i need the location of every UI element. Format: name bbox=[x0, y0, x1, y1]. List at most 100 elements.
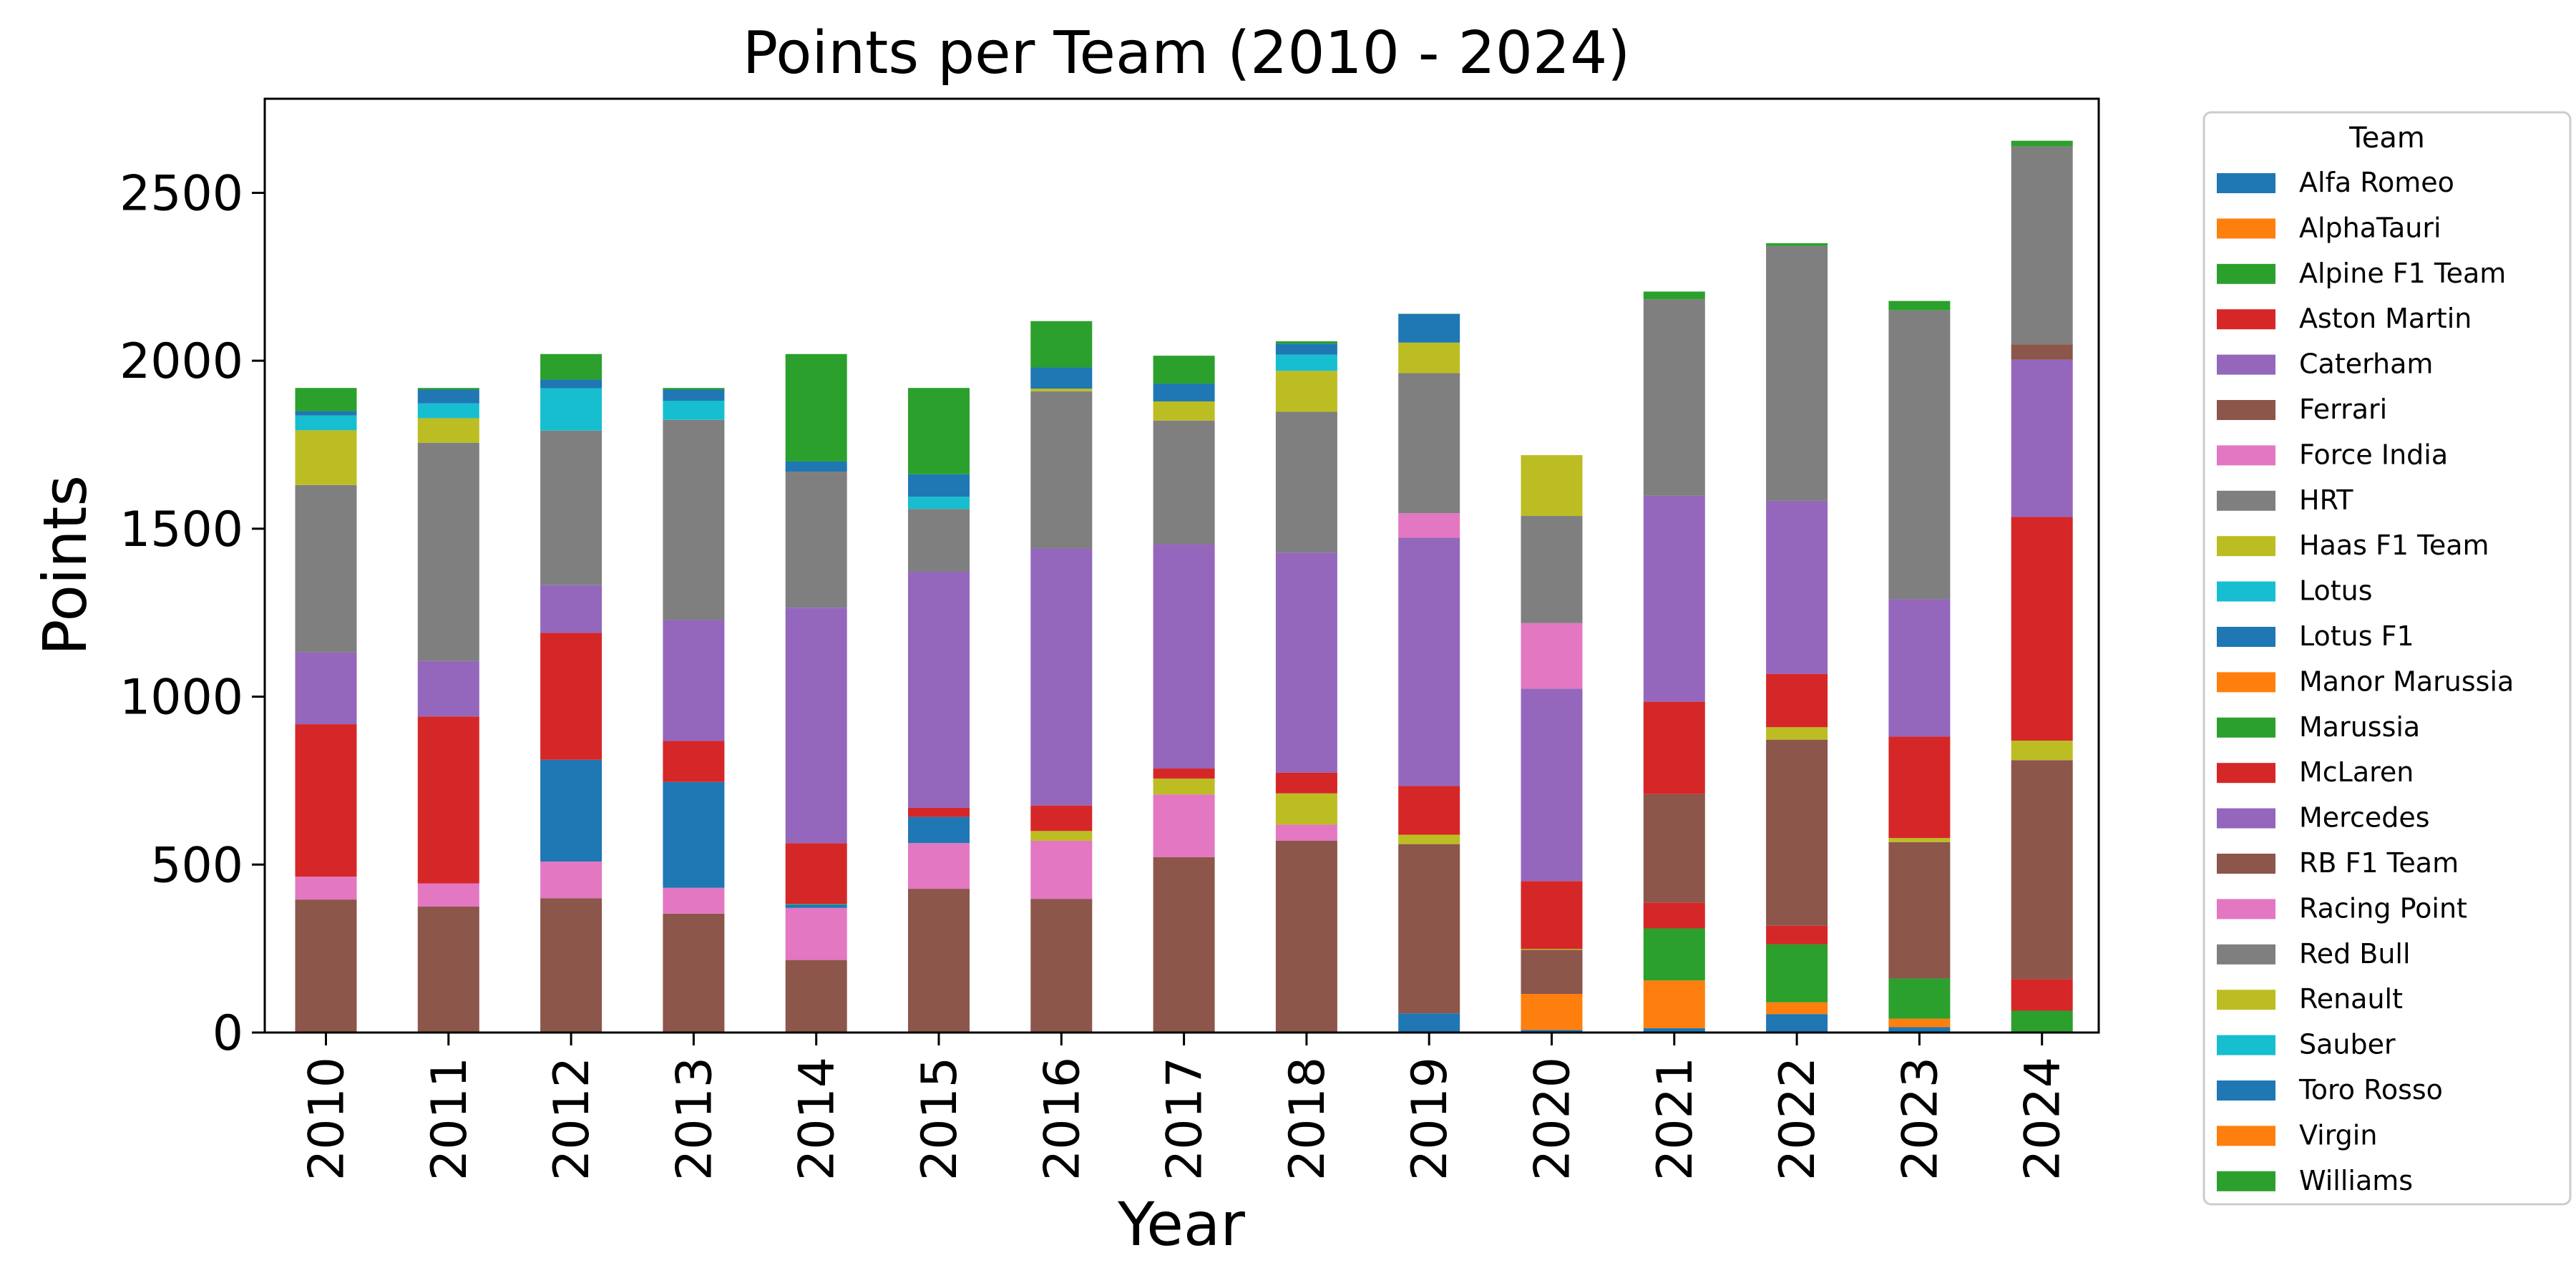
bar-mclaren-2012 bbox=[540, 633, 602, 760]
bar-force-india-2018 bbox=[1275, 824, 1337, 841]
bar-mercedes-2016 bbox=[1030, 548, 1093, 806]
bar-ferrari-2019 bbox=[1398, 844, 1460, 1014]
legend-swatch bbox=[2217, 1035, 2275, 1055]
x-tick-label: 2014 bbox=[789, 1057, 846, 1181]
legend-swatch bbox=[2217, 899, 2275, 919]
legend-swatch bbox=[2217, 309, 2275, 330]
y-tick-label: 1000 bbox=[119, 670, 243, 726]
bar-red-bull-2019 bbox=[1398, 373, 1460, 514]
bar-alphatauri-2022 bbox=[1766, 1002, 1828, 1015]
legend-label: HRT bbox=[2299, 484, 2353, 516]
bar-mclaren-2018 bbox=[1275, 772, 1337, 794]
legend-label: Alpine F1 Team bbox=[2299, 258, 2506, 289]
legend-label: AlphaTauri bbox=[2299, 212, 2441, 243]
legend-swatch bbox=[2217, 672, 2275, 693]
bar-force-india-2015 bbox=[908, 843, 970, 889]
legend-label: Lotus F1 bbox=[2299, 620, 2414, 652]
legend-swatch bbox=[2217, 1080, 2275, 1101]
legend-swatch bbox=[2217, 627, 2275, 647]
legend-label: Virgin bbox=[2299, 1119, 2377, 1151]
bar-alfa-romeo-2021 bbox=[1643, 1028, 1705, 1033]
bar-alphatauri-2023 bbox=[1888, 1018, 1951, 1028]
bar-ferrari-2013 bbox=[663, 913, 725, 1033]
bar-williams-2023 bbox=[1888, 301, 1951, 311]
y-axis-label: Points bbox=[30, 475, 100, 655]
bar-williams-2022 bbox=[1766, 243, 1828, 246]
bar-aston-martin-2021 bbox=[1643, 902, 1705, 929]
bar-mercedes-2019 bbox=[1398, 537, 1460, 786]
bar-red-bull-2024 bbox=[2011, 146, 2073, 345]
x-tick-label: 2021 bbox=[1647, 1057, 1704, 1181]
bar-mclaren-2010 bbox=[295, 724, 357, 877]
x-tick-label: 2020 bbox=[1525, 1057, 1581, 1181]
plot-frame bbox=[263, 97, 2100, 1034]
legend-label: Red Bull bbox=[2299, 938, 2411, 970]
bar-toro-rosso-2011 bbox=[417, 389, 479, 404]
bar-haas-f1-team-2017 bbox=[1153, 779, 1215, 795]
legend-swatch bbox=[2217, 263, 2275, 284]
legend-label: Renault bbox=[2299, 983, 2403, 1015]
bar-mercedes-2018 bbox=[1275, 552, 1337, 773]
bar-sauber-2012 bbox=[540, 388, 602, 431]
bar-haas-f1-team-2023 bbox=[1888, 838, 1951, 842]
bar-sauber-2010 bbox=[295, 415, 357, 431]
x-tick-label: 2016 bbox=[1034, 1057, 1091, 1181]
bar-ferrari-2012 bbox=[540, 898, 602, 1033]
bar-sauber-2018 bbox=[1275, 354, 1337, 371]
legend-label: Ferrari bbox=[2299, 394, 2387, 425]
legend-label: Sauber bbox=[2299, 1029, 2396, 1060]
bar-alpine-f1-team-2021 bbox=[1643, 928, 1705, 981]
bar-mercedes-2013 bbox=[663, 620, 725, 741]
bar-toro-rosso-2010 bbox=[295, 411, 357, 416]
bar-mclaren-2017 bbox=[1153, 769, 1215, 779]
bar-alfa-romeo-2020 bbox=[1521, 1030, 1583, 1033]
bar-toro-rosso-2012 bbox=[540, 379, 602, 389]
bar-red-bull-2020 bbox=[1521, 516, 1583, 623]
bar-williams-2017 bbox=[1153, 356, 1215, 384]
bar-alpine-f1-team-2023 bbox=[1888, 978, 1951, 1019]
bar-mercedes-2021 bbox=[1643, 495, 1705, 702]
legend-swatch bbox=[2217, 990, 2275, 1010]
bar-ferrari-2021 bbox=[1643, 794, 1705, 903]
bar-renault-2010 bbox=[295, 430, 357, 485]
bar-renault-2017 bbox=[1153, 401, 1215, 421]
bar-williams-2024 bbox=[2011, 140, 2073, 147]
bar-alphatauri-2020 bbox=[1521, 994, 1583, 1030]
bar-williams-2016 bbox=[1030, 321, 1093, 368]
y-tick-label: 2000 bbox=[119, 333, 243, 390]
bar-williams-2013 bbox=[663, 388, 725, 390]
legend-label: Alfa Romeo bbox=[2299, 167, 2454, 198]
legend-frame bbox=[2202, 111, 2572, 1206]
bar-williams-2018 bbox=[1275, 341, 1337, 344]
bar-ferrari-2011 bbox=[417, 906, 479, 1033]
bar-williams-2015 bbox=[908, 388, 970, 474]
y-tick-label: 1500 bbox=[119, 502, 243, 558]
bar-renault-2020 bbox=[1521, 455, 1583, 517]
bar-sauber-2011 bbox=[417, 403, 479, 419]
x-tick-label: 2018 bbox=[1279, 1057, 1336, 1181]
bar-ferrari-2024 bbox=[2011, 760, 2073, 980]
bar-mercedes-2023 bbox=[1888, 599, 1951, 737]
bar-toro-rosso-2016 bbox=[1030, 367, 1093, 389]
bar-red-bull-2023 bbox=[1888, 310, 1951, 600]
bar-alfa-romeo-2022 bbox=[1766, 1014, 1828, 1033]
legend-swatch bbox=[2217, 808, 2275, 829]
bar-alfa-romeo-2019 bbox=[1398, 1013, 1460, 1033]
bar-alfa-romeo-2023 bbox=[1888, 1027, 1951, 1033]
y-tick-label: 0 bbox=[213, 1005, 243, 1062]
bar-ferrari-2014 bbox=[785, 960, 847, 1033]
legend-swatch bbox=[2217, 173, 2275, 193]
bar-ferrari-2022 bbox=[1766, 739, 1828, 926]
bar-red-bull-2010 bbox=[295, 484, 357, 653]
x-tick-label: 2023 bbox=[1892, 1057, 1948, 1181]
bar-mclaren-2014 bbox=[785, 843, 847, 904]
legend-label: Williams bbox=[2299, 1165, 2413, 1196]
bar-ferrari-2017 bbox=[1153, 857, 1215, 1033]
bar-red-bull-2014 bbox=[785, 472, 847, 608]
bar-red-bull-2011 bbox=[417, 442, 479, 661]
legend-swatch bbox=[2217, 218, 2275, 239]
x-axis: 2010 2011 2012 2013 2014 2015 2016 2017 2018 2019… bbox=[299, 1033, 2072, 1181]
legend-swatch bbox=[2217, 1126, 2275, 1146]
x-tick-label: 2010 bbox=[299, 1057, 356, 1181]
